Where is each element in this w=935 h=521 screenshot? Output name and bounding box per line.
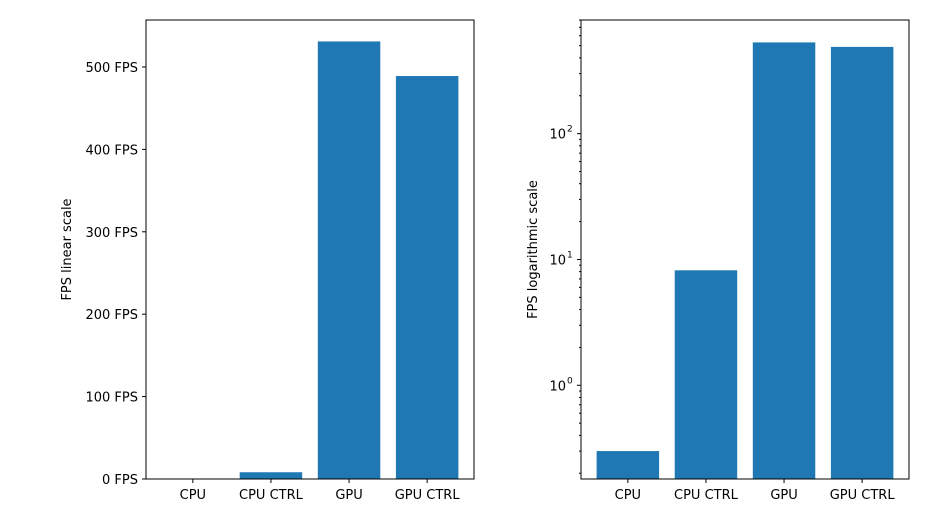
x-tick-label: CPU CTRL xyxy=(674,488,739,503)
x-tick-label: CPU xyxy=(180,488,206,503)
y-tick-label: 300 FPS xyxy=(85,226,138,241)
axes-frame xyxy=(580,19,910,480)
y-tick-label: 500 FPS xyxy=(85,61,138,76)
y-tick-label: 10 xyxy=(549,128,566,143)
bar-gpu xyxy=(752,42,816,480)
y-tick-label: 10 xyxy=(549,379,566,394)
y-tick-exponent: 1 xyxy=(567,250,573,260)
x-tick-label: CPU xyxy=(615,488,641,503)
bar-cpu-ctrl xyxy=(674,270,738,479)
x-tick-label: GPU CTRL xyxy=(395,488,461,503)
bar-cpu-ctrl xyxy=(239,472,303,479)
x-tick-label: CPU CTRL xyxy=(239,488,304,503)
bar-cpu xyxy=(596,451,660,479)
x-tick-label: GPU xyxy=(770,488,797,503)
x-tick-label: GPU xyxy=(335,488,362,503)
y-tick-label: 200 FPS xyxy=(85,308,138,323)
y-axis-label: FPS linear scale xyxy=(60,198,75,300)
x-tick-label: GPU CTRL xyxy=(830,488,896,503)
linear-bar-chart: CPU CPU CTRL GPU GPU CTRL 0 FPS 100 FPS 200 FP… xyxy=(60,19,475,503)
y-tick-label: 10 xyxy=(549,253,566,268)
y-tick-exponent: 2 xyxy=(567,125,573,135)
bar-gpu-ctrl xyxy=(830,46,894,480)
axes-frame xyxy=(145,19,475,480)
y-tick-label: 0 FPS xyxy=(102,473,138,488)
y-tick-exponent: 0 xyxy=(567,376,573,386)
bar-gpu-ctrl xyxy=(395,76,459,479)
y-tick-label: 400 FPS xyxy=(85,143,138,158)
y-tick-label: 100 FPS xyxy=(85,391,138,406)
y-axis-label: FPS logarithmic scale xyxy=(526,180,541,319)
bar-gpu xyxy=(317,41,381,480)
